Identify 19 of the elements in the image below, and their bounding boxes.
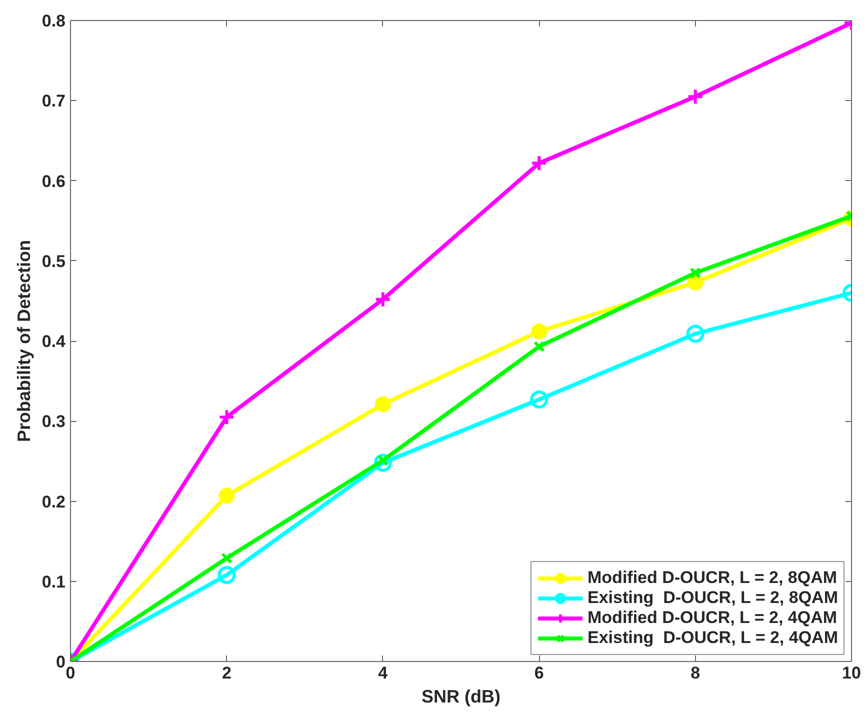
x-tick-label: 2 [222,664,232,682]
y-tick-label: 0.5 [42,252,66,271]
y-tick-label: 0.4 [42,332,66,351]
x-tick-label: 8 [690,664,700,682]
x-axis-title: SNR (dB) [422,686,501,706]
y-tick-label: 0.1 [42,572,66,592]
legend-label: Modified D-OUCR, L = 2, 8QAM [588,568,838,588]
y-axis-title: Probability of Detection [14,240,34,442]
y-tick-label: 0.6 [42,172,66,191]
legend-label: Existing D-OUCR, L = 2, 8QAM [588,588,838,608]
legend-label: Existing D-OUCR, L = 2, 4QAM [588,628,838,648]
y-tick-label: 0.7 [42,92,66,111]
x-tick-label: 4 [378,664,388,682]
legend-label: Modified D-OUCR, L = 2, 4QAM [588,608,838,628]
y-tick-label: 0.8 [42,12,66,30]
x-tick-label: 6 [534,664,544,682]
y-tick-label: 0.3 [42,412,66,432]
y-tick-label: 0.2 [42,492,66,512]
x-tick-label: 10 [842,664,861,682]
